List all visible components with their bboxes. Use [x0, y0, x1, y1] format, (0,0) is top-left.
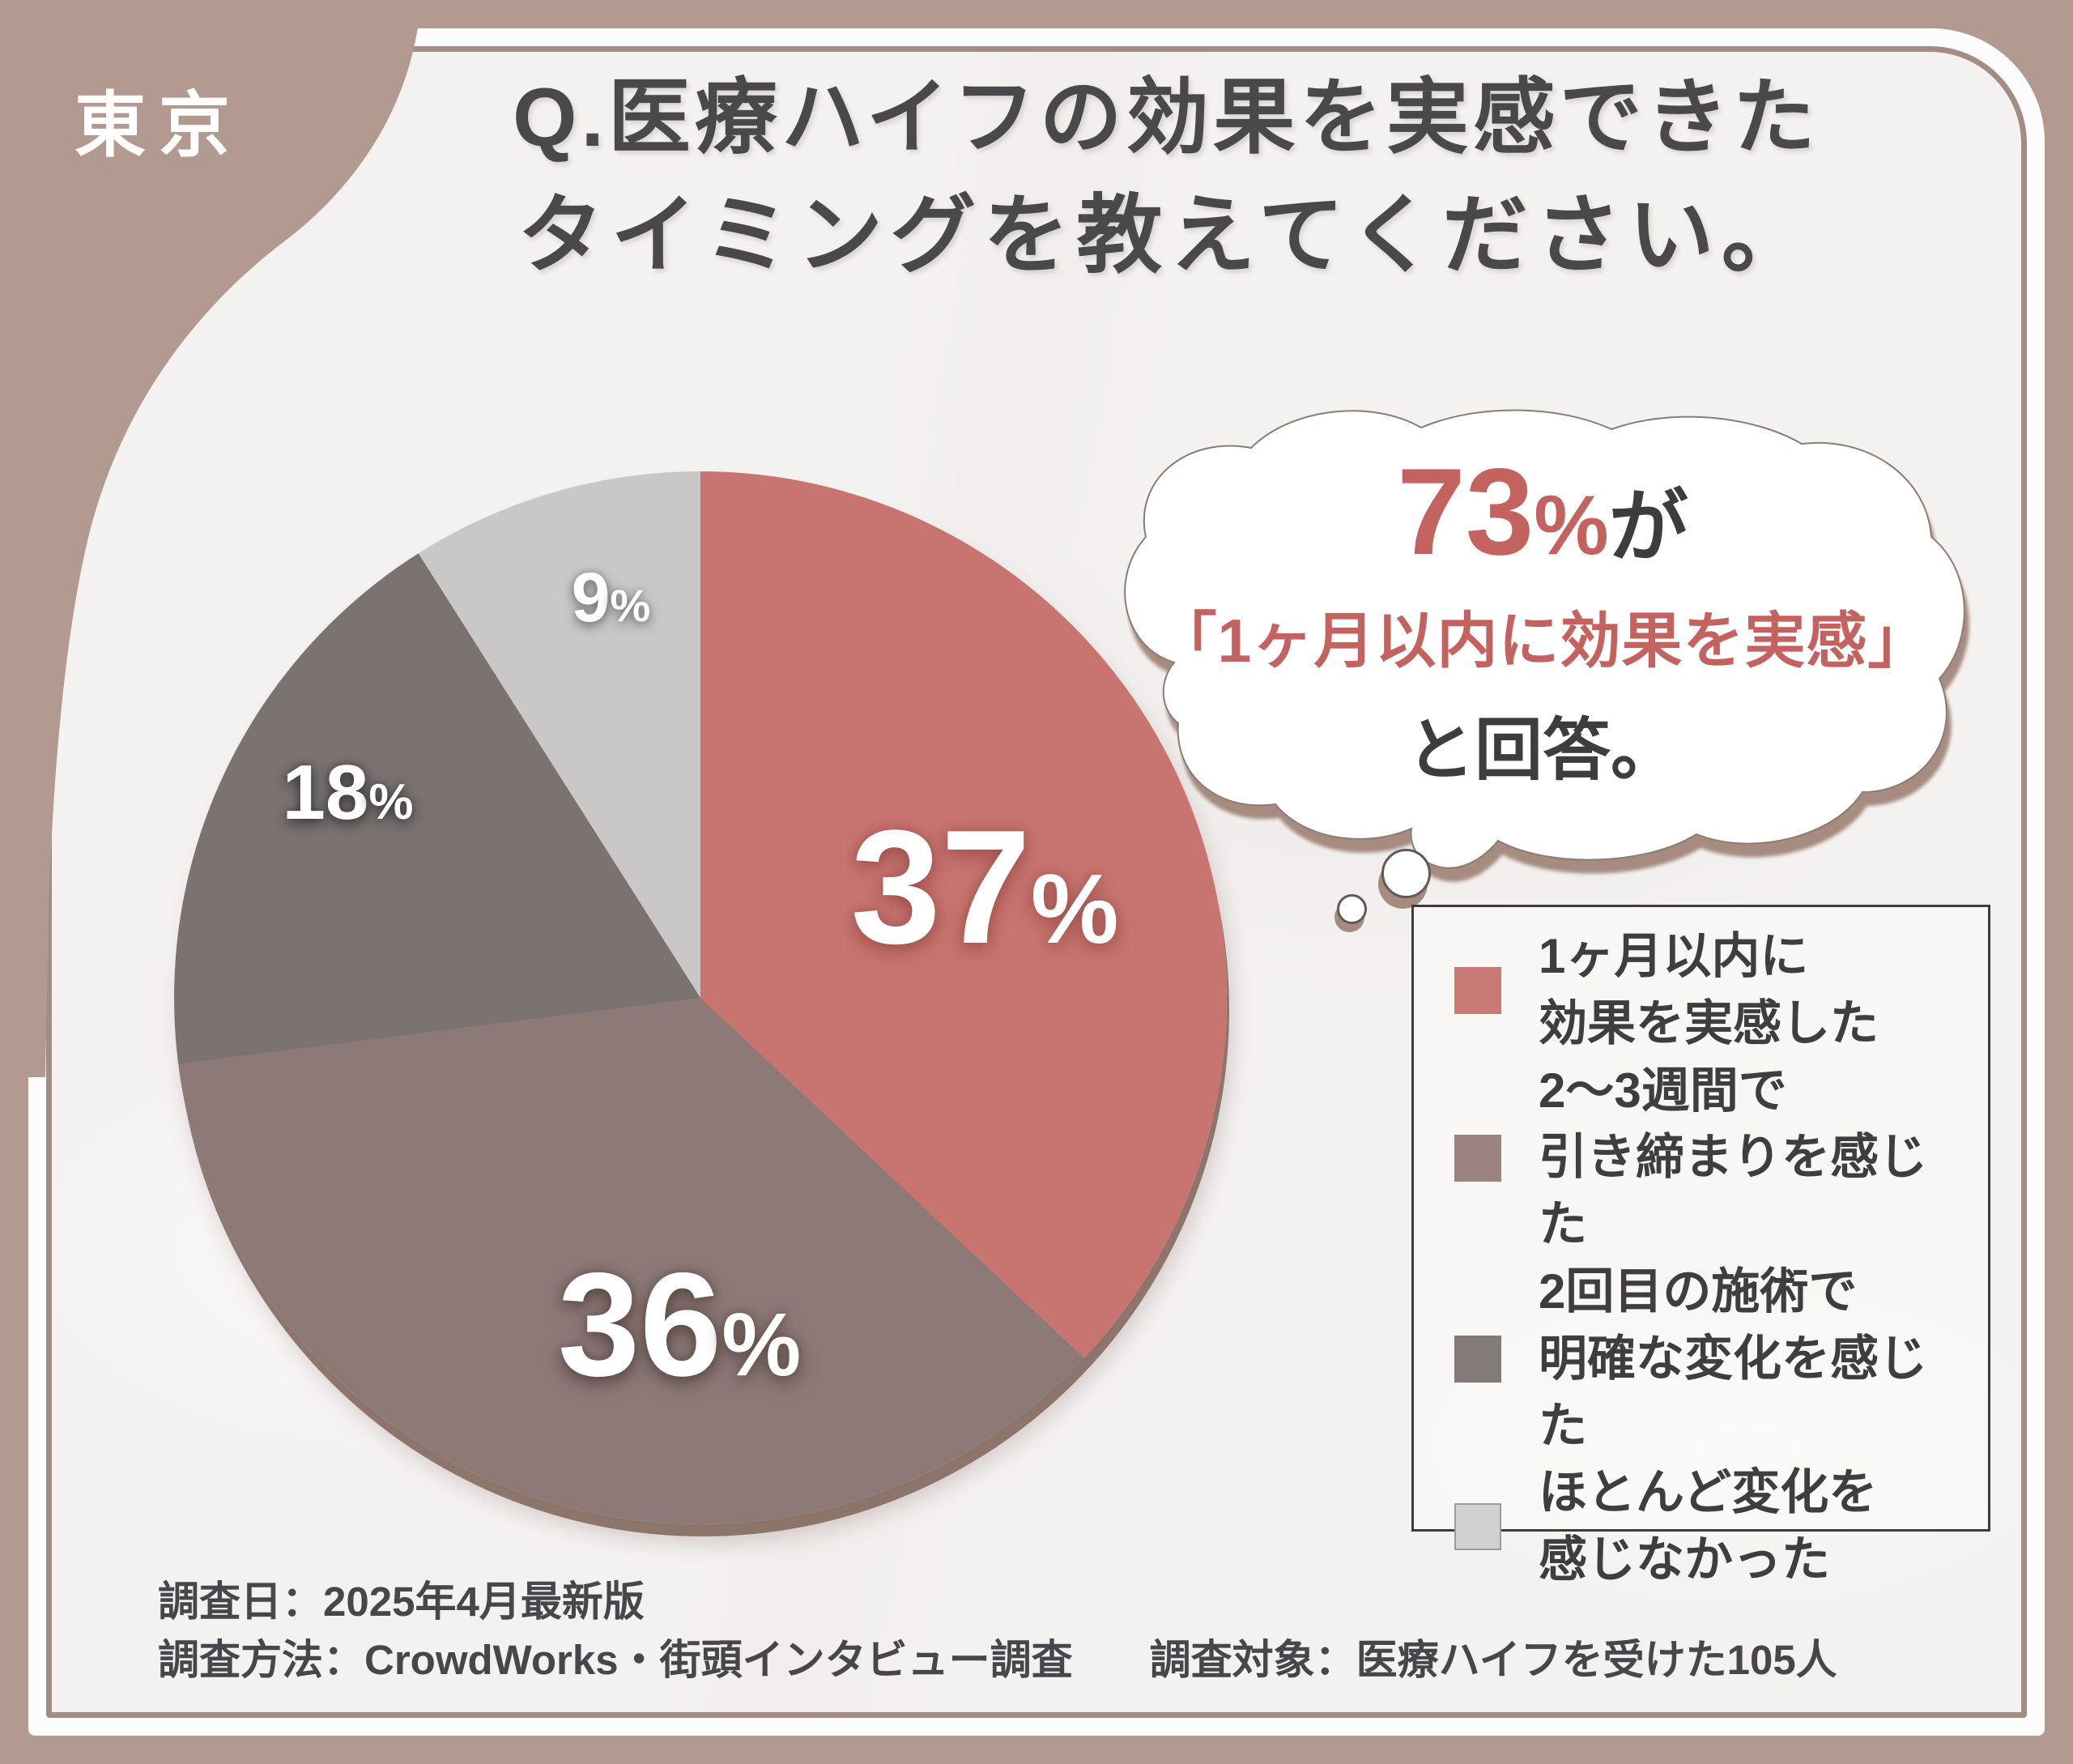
page-title: Q.医療ハイフの効果を実感できた タイミングを教えてください。 [340, 58, 1992, 294]
pie-slice-label-2: 36% [557, 1242, 802, 1407]
bubble-stat-value: 73 [1397, 443, 1535, 581]
legend-label: 明確な変化を感じた [1539, 1331, 1927, 1453]
chart-legend: 1ヶ月以内に 効果を実感した 2〜3週間で 引き締まりを感じた 2回目の施術で … [1411, 905, 1990, 1587]
legend-swatch-mauve [1454, 1134, 1501, 1182]
thought-dot-small [1337, 894, 1367, 924]
bubble-stat-suffix: が [1608, 482, 1688, 571]
title-line-1: Q.医療ハイフの効果を実感できた [513, 71, 1820, 164]
legend-label: 2〜3週間で [1539, 1063, 1787, 1118]
speech-bubble: 73%が 「1ヶ月以内に効果を実感」 と回答。 [1097, 387, 1988, 938]
legend-swatch-lightgray [1454, 1503, 1501, 1551]
region-badge: 東京 [74, 85, 244, 165]
legend-swatch-red [1454, 966, 1501, 1014]
speech-bubble-shape [1124, 409, 1965, 869]
survey-method: 調査方法：CrowdWorks・街頭インタビュー調査 [158, 1637, 1073, 1684]
pie-chart [174, 471, 1227, 1524]
bubble-stat-unit: % [1534, 479, 1609, 573]
legend-label: 2回目の施術で [1539, 1263, 1858, 1319]
legend-swatch-gray [1454, 1336, 1501, 1383]
legend-item-2: 2〜3週間で 引き締まりを感じた [1454, 1058, 1975, 1259]
survey-info: 調査日：2025年4月最新版 調査方法：CrowdWorks・街頭インタビュー調… [158, 1573, 1980, 1690]
bubble-line-2: 「1ヶ月以内に効果を実感」 [1156, 607, 1930, 675]
legend-label: ほとんど変化を [1539, 1465, 1878, 1520]
corner-blob-shape [0, 0, 421, 1077]
pie-slice-label-4: 9% [571, 559, 651, 637]
title-line-2: タイミングを教えてください。 [517, 187, 1815, 283]
pie-slice-label-3: 18% [282, 748, 414, 836]
thought-dot-large [1381, 849, 1431, 898]
pie-slice-label-1: 37% [850, 796, 1119, 978]
bubble-line-3: と回答。 [1406, 712, 1679, 788]
survey-subjects: 調査対象：医療ハイフを受けた105人 [1149, 1637, 1837, 1684]
pie-chart-area: 37% 36% 18% 9% [174, 471, 1227, 1524]
legend-item-3: 2回目の施術で 明確な変化を感じた [1454, 1259, 1975, 1459]
bubble-stat: 73%が [1097, 450, 1988, 573]
survey-date: 調査日：2025年4月最新版 [158, 1579, 645, 1625]
legend-label: 引き締まりを感じた [1539, 1130, 1927, 1252]
legend-item-4: ほとんど変化を 感じなかった [1454, 1459, 1975, 1594]
legend-label: 感じなかった [1539, 1532, 1830, 1587]
legend-label: 1ヶ月以内に [1539, 929, 1809, 983]
legend-label: 効果を実感した [1539, 995, 1879, 1050]
legend-item-1: 1ヶ月以内に 効果を実感した [1454, 923, 1975, 1058]
